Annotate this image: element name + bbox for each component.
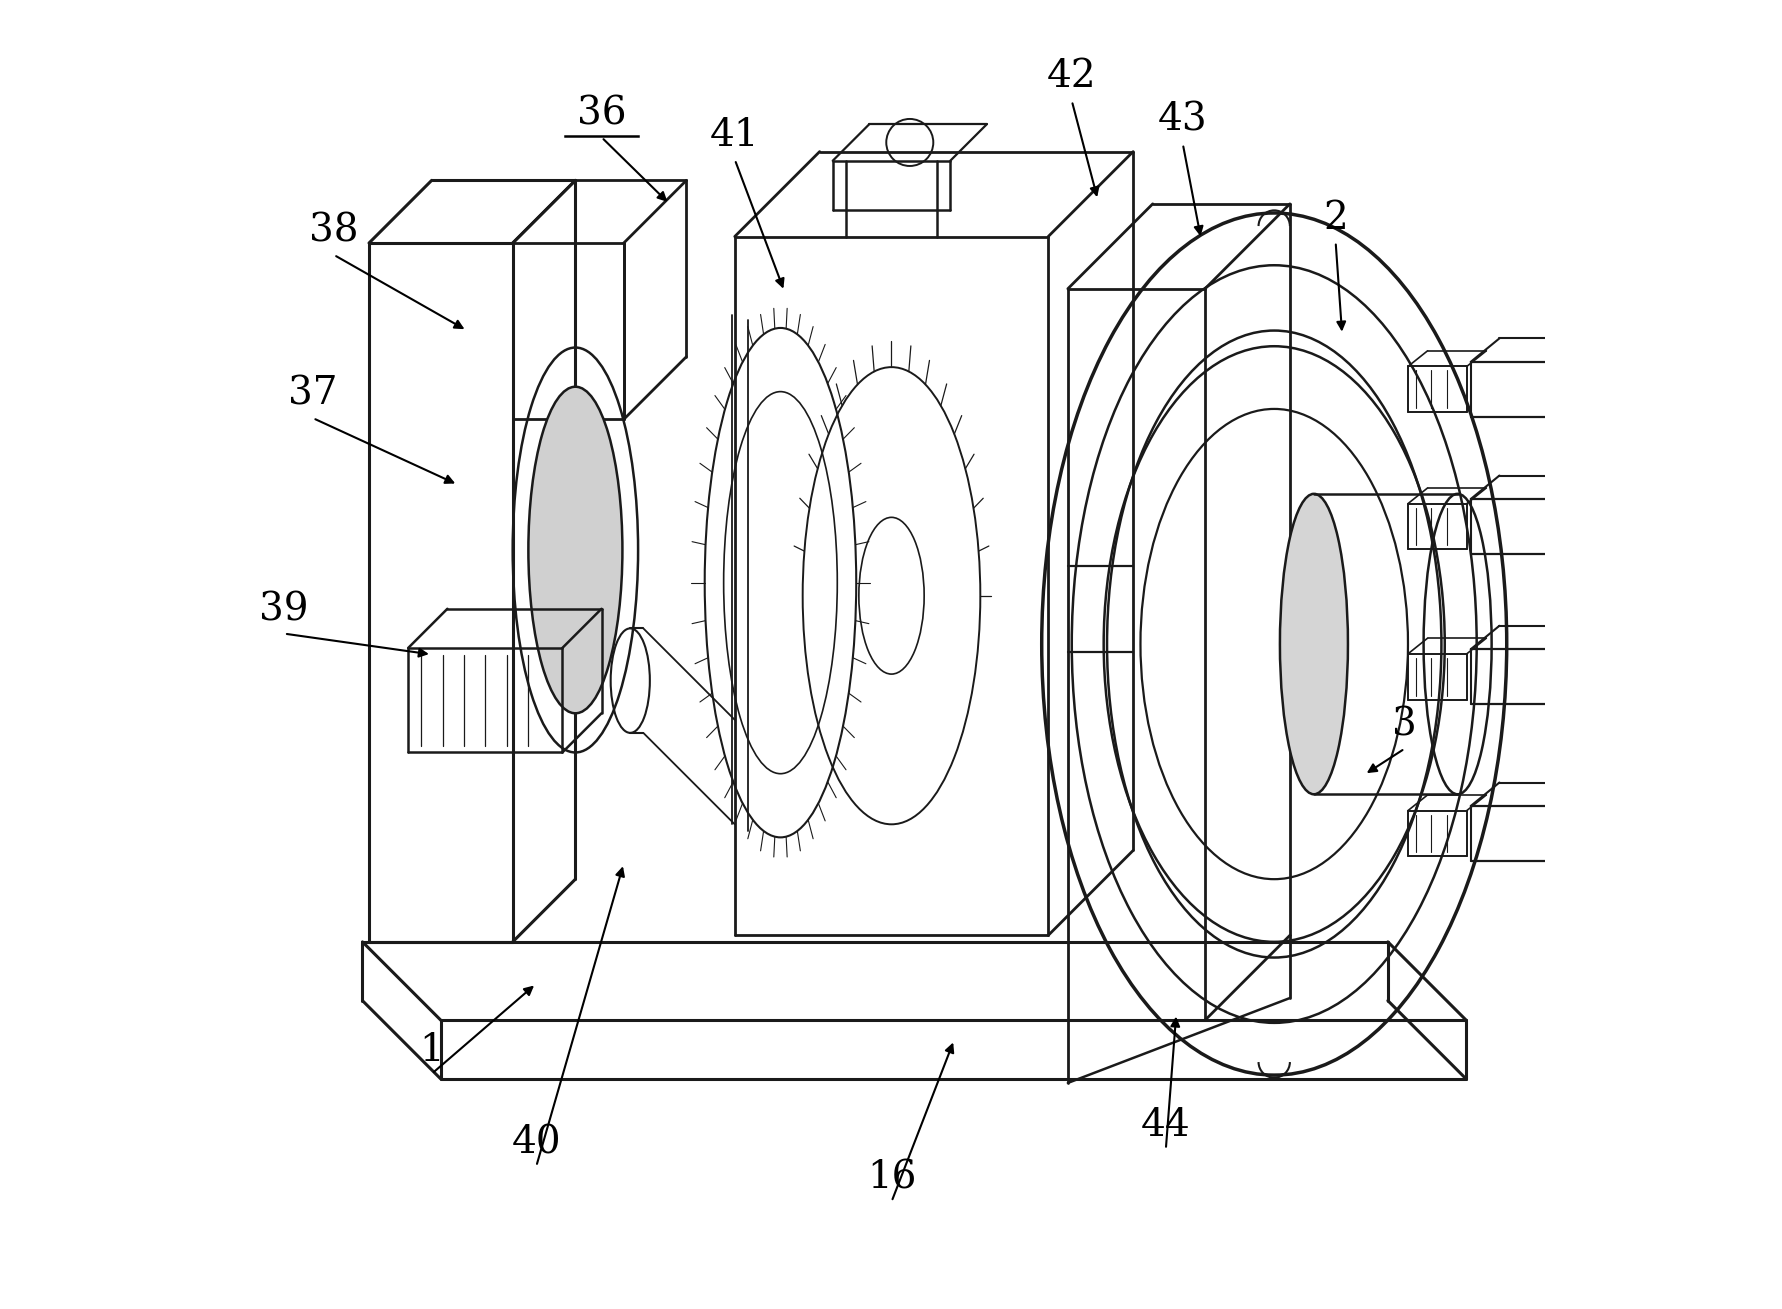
Ellipse shape	[547, 432, 604, 668]
Text: 39: 39	[258, 592, 308, 628]
Text: 16: 16	[866, 1160, 916, 1196]
Text: 40: 40	[511, 1124, 561, 1161]
Text: 43: 43	[1157, 102, 1206, 139]
Ellipse shape	[1279, 493, 1347, 795]
Text: 37: 37	[289, 376, 337, 412]
Text: 42: 42	[1046, 59, 1096, 96]
Text: 44: 44	[1140, 1107, 1190, 1144]
Text: 2: 2	[1322, 199, 1347, 237]
Text: 38: 38	[308, 212, 358, 250]
Text: 1: 1	[419, 1031, 444, 1068]
Text: 36: 36	[576, 96, 625, 132]
Text: 41: 41	[709, 118, 759, 154]
Text: 3: 3	[1392, 707, 1417, 744]
Ellipse shape	[527, 386, 622, 713]
